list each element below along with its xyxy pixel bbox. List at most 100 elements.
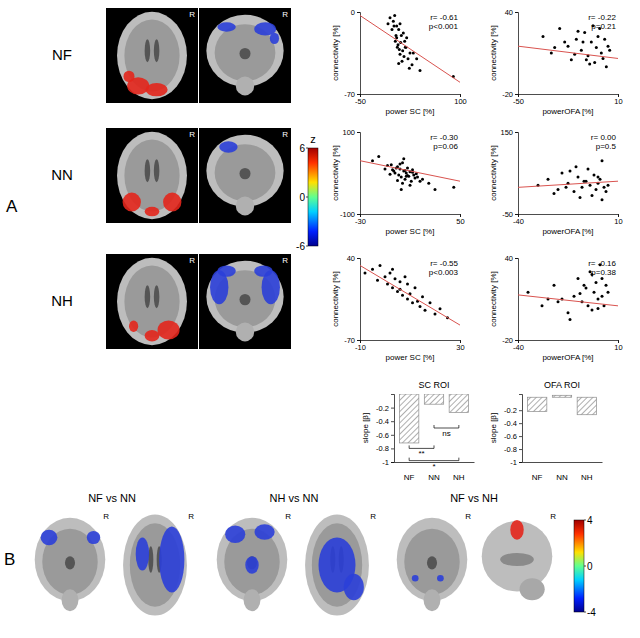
- tick: -0.8: [376, 444, 394, 453]
- tick-label: NN: [556, 473, 568, 482]
- side-label: R: [370, 512, 376, 521]
- regression-line: [360, 265, 460, 325]
- data-point: [391, 268, 394, 271]
- x-axis: NFNNNH: [395, 463, 475, 482]
- tick: 40: [505, 8, 518, 17]
- data-point: [402, 32, 405, 35]
- tick-label: -0.8: [504, 445, 517, 454]
- y-axis-title: connectivity [%]: [489, 271, 498, 327]
- brain-outline: [206, 135, 283, 207]
- tick-label: 40: [347, 254, 355, 263]
- brain-image: R: [199, 128, 291, 223]
- image-background: [106, 8, 198, 103]
- data-point: [605, 284, 608, 287]
- data-point: [397, 28, 400, 31]
- tick-label: -0.2: [376, 404, 389, 413]
- tick: 100: [342, 128, 360, 137]
- data-point: [553, 46, 556, 49]
- data-point: [406, 167, 409, 170]
- data-point: [589, 184, 592, 187]
- data-point: [561, 172, 564, 175]
- activation-blob: [158, 321, 180, 340]
- image-background: [113, 510, 197, 620]
- ventricle: [65, 556, 75, 569]
- data-point: [558, 27, 561, 30]
- brain-outline: [117, 12, 187, 99]
- data-point: [396, 46, 399, 49]
- tick-mark: [519, 436, 522, 437]
- tick: -0.6: [376, 431, 394, 440]
- activation-blob: [255, 524, 275, 539]
- y-axis: 0-70: [344, 8, 360, 99]
- brainstem: [424, 589, 441, 611]
- data-point: [376, 279, 379, 282]
- data-point: [421, 178, 424, 181]
- side-label: R: [189, 256, 195, 265]
- tick-label: NF: [404, 473, 415, 482]
- annotation: r= -0.30: [430, 133, 458, 142]
- side-label: R: [189, 130, 195, 139]
- data-point: [409, 184, 412, 187]
- tick-label: -1: [510, 458, 517, 467]
- tick-label: -1: [382, 458, 389, 467]
- brain-inner: [404, 529, 459, 595]
- data-point: [415, 57, 418, 60]
- data-point: [371, 268, 374, 271]
- ventricle: [145, 39, 151, 62]
- data-point: [577, 30, 580, 33]
- brainstem: [62, 589, 79, 611]
- tick-mark: [357, 94, 360, 95]
- data-point: [405, 175, 408, 178]
- data-point: [597, 307, 600, 310]
- annotation: p=0.06: [433, 142, 458, 151]
- activation-blob: [412, 575, 419, 582]
- data-point: [585, 58, 588, 61]
- tick-mark: [519, 449, 522, 450]
- y-axis: 40-20: [502, 254, 518, 345]
- data-point: [577, 277, 580, 280]
- image-background: [210, 510, 294, 620]
- data-point: [409, 52, 412, 55]
- image-background: [199, 128, 291, 223]
- tick-label: -0.6: [504, 432, 517, 441]
- data-point: [602, 57, 605, 60]
- data-point: [585, 287, 588, 290]
- chart-title: SC ROI: [418, 380, 449, 390]
- tick-mark: [519, 462, 522, 463]
- tick-label: 150: [500, 128, 513, 137]
- data-point: [399, 53, 402, 56]
- data-point: [565, 186, 568, 189]
- tick-label: 100: [342, 128, 355, 137]
- panel-label: A: [6, 197, 18, 216]
- brain-image: R: [106, 8, 198, 103]
- scatter-chart: -401040-20r= -0.16p=0.38powerOFA [%]conn…: [489, 254, 623, 362]
- activation-blob: [254, 265, 272, 276]
- row-label: NF: [52, 46, 72, 63]
- annotation: r= -0.22: [588, 13, 616, 22]
- data-point: [553, 284, 556, 287]
- colorbar-label: -4: [587, 607, 596, 618]
- x-axis: -1030: [355, 340, 465, 352]
- ventricle: [145, 159, 151, 182]
- x-axis: -3050: [355, 214, 465, 226]
- ventricle: [239, 294, 250, 305]
- tick-mark: [391, 462, 394, 463]
- tick: 150: [500, 128, 518, 137]
- ventricle: [154, 159, 160, 182]
- data-point: [404, 275, 407, 278]
- data-point: [577, 176, 580, 179]
- image-background: [475, 510, 559, 620]
- data-point: [384, 167, 387, 170]
- bar: [552, 395, 571, 397]
- activation-blob: [129, 321, 138, 332]
- axis-line: [391, 395, 395, 463]
- plot-area: [360, 264, 460, 325]
- data-point: [397, 174, 400, 177]
- side-label: R: [282, 10, 288, 19]
- y-axis-title: slope [β]: [361, 413, 370, 443]
- tick-label: -50: [513, 97, 524, 106]
- side-label: R: [188, 512, 194, 521]
- brain-outline: [305, 514, 369, 615]
- data-point: [567, 45, 570, 48]
- tick: -20: [502, 90, 518, 99]
